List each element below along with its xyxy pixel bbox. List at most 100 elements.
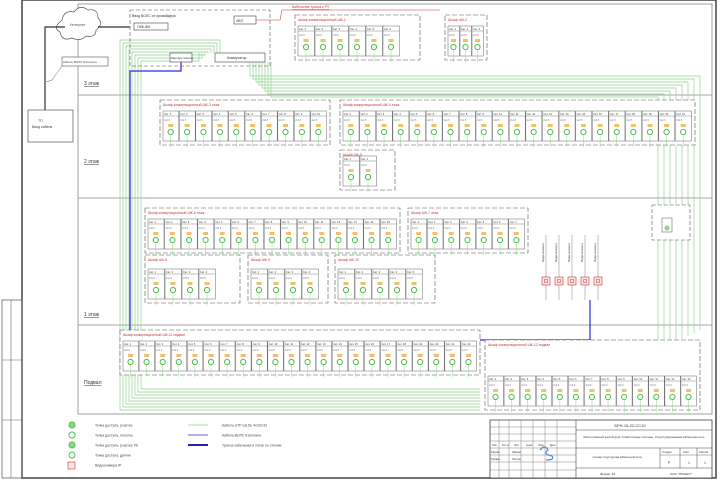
outlet-port[interactable]: Сет. 2 2x2,5 [359,110,376,147]
outlet-port[interactable]: Сет. 16 2x2,5 [364,340,381,377]
outlet-port[interactable]: Сет. 7 2x2,5 [508,218,525,255]
outlet-port[interactable]: Сет. 21 2x2,5 [675,110,692,147]
outlet-port[interactable]: Сет. 6 2x2,5 [425,110,443,147]
outlet-port[interactable]: Сет. 6 2x2,5 [568,375,585,412]
outlet-port[interactable]: Сет. 4 2x2,5 [535,375,552,412]
outlet-port[interactable]: Сет. 1 2x2,5 [250,268,268,305]
outlet-port[interactable]: Сет. 2 2x2,5 [503,375,520,412]
outlet-port[interactable]: Сет. 6 2x2,5 [230,218,248,255]
outlet-port[interactable]: Сет. 1 2x2,5 [342,110,360,147]
rack-cabinet[interactable]: Шкаф коммутационный ШК-11 подвал Сет. 1 2x… [119,329,481,377]
outlet-port[interactable]: Сет. 13 2x2,5 [315,340,332,377]
outlet-port[interactable]: Сет. 3 2x2,5 [471,25,484,62]
outlet-port[interactable]: Сет. 3 2x2,5 [284,268,302,305]
outlet-port[interactable]: Сет. 9 2x2,5 [280,218,298,255]
outlet-port[interactable]: Сет. 5 2x2,5 [228,110,245,147]
outlet-port[interactable]: Сет. 20 2x2,5 [428,340,445,377]
outlet-port[interactable]: Сет. 4 2x2,5 [197,218,215,255]
outlet-port[interactable]: Сет. 11 2x2,5 [313,218,331,255]
outlet-port[interactable]: Сет. 8 2x2,5 [277,110,294,147]
outlet-port[interactable]: Сет. 4 2x2,5 [301,268,319,305]
outlet-port[interactable]: Сет. 19 2x2,5 [412,340,429,377]
outlet-port[interactable]: Сет. 1 2x2,5 [147,218,165,255]
outlet-port[interactable]: Сет. 7 2x2,5 [261,110,278,147]
outlet-port[interactable]: Сет. 3 2x2,5 [154,340,171,377]
outlet-port[interactable]: Сет. 13 2x2,5 [680,375,697,412]
outlet-port[interactable]: Сет. 2 2x2,5 [164,218,181,255]
outlet-port[interactable]: Сет. 1 2x2,5 [487,375,504,412]
rack-cabinet[interactable]: Шкаф коммутационный ШК-6 этаж Сет. 1 2x2,5… [144,207,401,255]
outlet-port[interactable]: Сет. 4 2x2,5 [388,268,406,305]
outlet-port[interactable]: Сет. 12 2x2,5 [525,110,543,147]
outlet-port[interactable]: Сет. 4 2x2,5 [198,268,216,305]
outlet-port[interactable]: Сет. 17 2x2,5 [608,110,626,147]
outlet-port[interactable]: Сет. 21 2x2,5 [444,340,461,377]
outlet-port[interactable]: Сет. 1 2x2,5 [162,110,180,147]
rack-cabinet[interactable]: Шкаф ШК-8 Сет. 1 2x2,5 Сет. 2 2x2,5 Сет. 3 2x2… [144,254,241,305]
outlet-port[interactable]: Сет. 9 2x2,5 [293,110,311,147]
outlet-port[interactable]: Сет. 8 2x2,5 [235,340,252,377]
outlet-port[interactable]: Сет. 1 2x2,5 [342,155,360,192]
outlet-port[interactable]: Сет. 10 2x2,5 [267,340,284,377]
outlet-port[interactable]: Сет. 22 2x2,5 [460,340,477,377]
outlet-port[interactable]: Сет. 15 2x2,5 [380,218,397,255]
outlet-port[interactable]: Сет. 3 2x2,5 [180,218,198,255]
outlet-port[interactable]: Сет. 12 2x2,5 [664,375,681,412]
outlet-port[interactable]: Сет. 13 2x2,5 [346,218,364,255]
camera-icon[interactable] [580,276,590,286]
outlet-port[interactable]: Сет. 9 2x2,5 [251,340,268,377]
outlet-port[interactable]: Сет. 2 2x2,5 [179,110,196,147]
outlet-port[interactable]: Сет. 3 2x2,5 [443,218,460,255]
outlet-port[interactable]: Сет. 18 2x2,5 [625,110,642,147]
outlet-port[interactable]: Сет. 8 2x2,5 [600,375,617,412]
outlet-port[interactable]: Сет. 9 2x2,5 [475,110,493,147]
rack-cabinet[interactable]: Шкаф ШК-2 Сет. 1 2x2,5 Сет. 2 2x2,5 Сет. 3 2x2… [444,14,488,62]
outlet-port[interactable]: Сет. 1 2x2,5 [122,340,139,377]
outlet-port[interactable]: Сет. 10 2x2,5 [632,375,649,412]
outlet-port[interactable]: Сет. 11 2x2,5 [648,375,665,412]
outlet-port[interactable]: Сет. 6 2x2,5 [203,340,220,377]
outlet-port[interactable]: Сет. 5 2x2,5 [365,25,383,62]
rack-cabinet[interactable]: Шкаф коммутационный ШК-4 этаж Сет. 1 2x2,5… [339,99,696,147]
outlet-port[interactable]: Сет. 10 2x2,5 [310,110,327,147]
outlet-port[interactable]: Сет. 3 2x2,5 [331,25,349,62]
rack-cabinet[interactable]: Шкаф коммутационный ШК-3 этаж Сет. 1 2x2,5… [159,99,331,147]
outlet-port[interactable]: Сет. 5 2x2,5 [214,218,231,255]
outlet-port[interactable]: Сет. 1 2x2,5 [297,25,315,62]
outlet-port[interactable]: Сет. 4 2x2,5 [211,110,229,147]
outlet-port[interactable]: Сет. 6 2x2,5 [382,25,400,62]
outlet-port[interactable]: Сет. 7 2x2,5 [247,218,264,255]
outlet-port[interactable]: Сет. 6 2x2,5 [492,218,509,255]
outlet-port[interactable]: Сет. 1 2x2,5 [337,268,355,305]
outlet-port[interactable]: Сет. 2 2x2,5 [359,155,377,192]
outlet-port[interactable]: Сет. 6 2x2,5 [244,110,262,147]
outlet-port[interactable]: Сет. 15 2x2,5 [348,340,365,377]
outlet-port[interactable]: Сет. 16 2x2,5 [592,110,609,147]
outlet-port[interactable]: Сет. 11 2x2,5 [283,340,300,377]
outlet-port[interactable]: Сет. 5 2x2,5 [187,340,204,377]
outlet-port[interactable]: Сет. 5 2x2,5 [405,268,423,305]
rack-cabinet[interactable]: Шкаф ШК-10 Сет. 1 2x2,5 Сет. 2 2x2,5 Сет. 3 2x… [334,254,436,305]
outlet-port[interactable]: Сет. 10 2x2,5 [297,218,314,255]
outlet-port[interactable]: Сет. 2 2x2,5 [459,25,472,62]
outlet-port[interactable]: Сет. 5 2x2,5 [552,375,569,412]
outlet-port[interactable]: Сет. 2 2x2,5 [354,268,372,305]
outlet-port[interactable]: Сет. 17 2x2,5 [380,340,397,377]
outlet-port[interactable]: Сет. 1 2x2,5 [410,218,427,255]
outlet-port[interactable]: Сет. 20 2x2,5 [658,110,676,147]
outlet-port[interactable]: Сет. 4 2x2,5 [392,110,410,147]
outlet-port[interactable]: Сет. 2 2x2,5 [427,218,444,255]
outlet-port[interactable]: Сет. 2 2x2,5 [138,340,155,377]
outlet-port[interactable]: Сет. 18 2x2,5 [396,340,413,377]
camera-icon[interactable] [554,276,564,286]
outlet-port[interactable]: Сет. 12 2x2,5 [330,218,347,255]
outlet-port[interactable]: Сет. 11 2x2,5 [508,110,526,147]
rack-cabinet[interactable]: Шкаф коммутационный ШК-12 подвал Сет. 1 2x… [484,339,701,412]
outlet-port[interactable]: Сет. 3 2x2,5 [519,375,536,412]
outlet-port[interactable]: Сет. 19 2x2,5 [641,110,659,147]
camera-icon[interactable] [593,276,603,286]
camera-icon[interactable] [567,276,577,286]
outlet-port[interactable]: Сет. 7 2x2,5 [584,375,601,412]
